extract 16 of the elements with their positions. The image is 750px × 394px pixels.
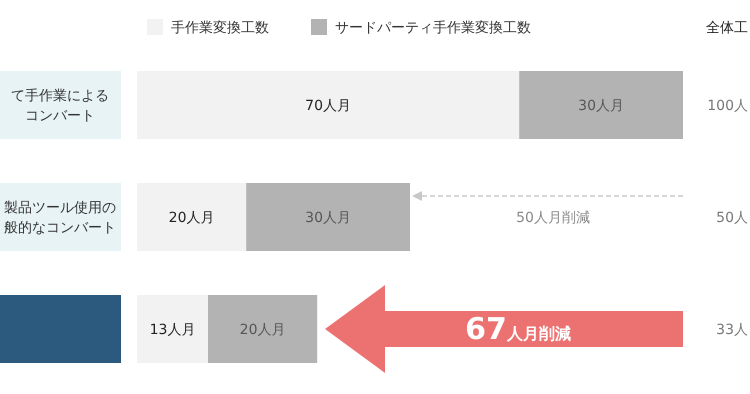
data-label: 20人月 — [168, 210, 215, 226]
data-label: 30人月 — [305, 210, 352, 226]
y-tick-label: て手作業によるコンバート — [11, 88, 109, 124]
text: 全体工 — [706, 20, 748, 36]
data-label: 70人月 — [305, 98, 352, 114]
text: 33人 — [716, 322, 748, 338]
data-label: 13人月 — [150, 322, 196, 338]
data-label: 20人月 — [240, 322, 286, 338]
annotation: 50人月削減 — [516, 210, 590, 226]
text: 100人 — [707, 98, 748, 114]
y-tick-label: 製品ツール使用の般的なコンバート — [4, 200, 116, 236]
text: 50人 — [716, 210, 748, 226]
annotation: 67人月削減 — [465, 312, 571, 347]
legend-label: サードパーティ手作業変換工数 — [335, 20, 531, 36]
data-label: 30人月 — [578, 98, 624, 114]
legend-label: 手作業変換工数 — [171, 20, 269, 36]
